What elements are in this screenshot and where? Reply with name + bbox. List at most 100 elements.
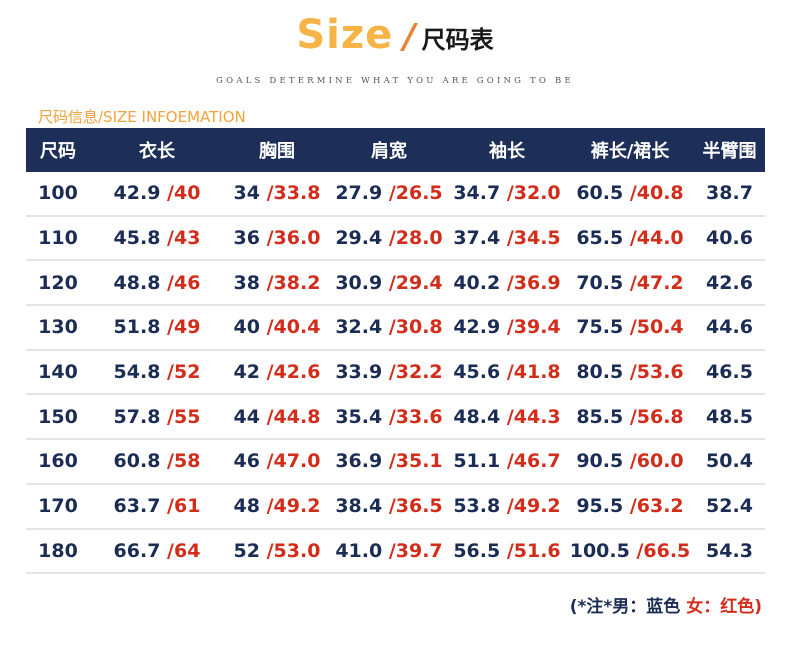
measure-cell: 34 /33.8 — [224, 182, 330, 204]
male-value: 34 — [233, 182, 260, 205]
male-value: 56.5 — [453, 539, 501, 562]
male-value: 70.5 — [576, 271, 624, 294]
male-value: 41.0 — [335, 539, 383, 562]
size-cell: 120 — [38, 271, 78, 294]
male-value: 60.5 — [576, 182, 624, 205]
section-label: 尺码信息/SIZE INFOEMATION — [38, 108, 246, 126]
male-value: 80.5 — [576, 361, 624, 384]
female-value: /52 — [160, 361, 201, 384]
male-value: 36 — [233, 227, 260, 250]
table-row: 130 51.8 /49 40 /40.4 32.4 /30.8 42.9 /39.4 7… — [26, 306, 765, 351]
size-cell: 170 — [38, 495, 78, 518]
size-cell: 160 — [38, 450, 78, 473]
male-value: 90.5 — [576, 450, 624, 473]
measure-cell: 54.8 /52 — [90, 361, 224, 383]
tagline: GOALS DETERMINE WHAT YOU ARE GOING TO BE — [216, 76, 574, 86]
female-value: /39.4 — [500, 316, 561, 339]
measure-cell: 51.1 /46.7 — [448, 450, 566, 472]
measure-cell: 40 /40.4 — [224, 316, 330, 338]
size-cell: 140 — [38, 361, 78, 384]
male-value: 30.9 — [335, 271, 383, 294]
female-value: /46 — [160, 271, 201, 294]
measure-cell: 51.8 /49 — [90, 316, 224, 338]
measure-cell: 75.5 /50.4 — [566, 316, 694, 338]
female-value: /33.6 — [382, 405, 443, 428]
measure-cell: 95.5 /63.2 — [566, 495, 694, 517]
measure-cell: 53.8 /49.2 — [448, 495, 566, 517]
table-row: 180 66.7 /64 52 /53.0 41.0 /39.7 56.5 /51.6 1… — [26, 530, 765, 575]
female-value: /51.6 — [500, 539, 561, 562]
female-value: /55 — [160, 405, 201, 428]
measure-cell: 27.9 /26.5 — [330, 182, 448, 204]
size-cell: 110 — [38, 227, 78, 250]
female-value: /50.4 — [623, 316, 684, 339]
half-arm-cell: 40.6 — [706, 227, 753, 250]
male-value: 38.4 — [335, 495, 383, 518]
female-value: /61 — [160, 495, 201, 518]
measure-cell: 60.8 /58 — [90, 450, 224, 472]
size-cell: 130 — [38, 316, 78, 339]
female-value: /35.1 — [382, 450, 443, 473]
female-value: /32.0 — [500, 182, 561, 205]
male-value: 57.8 — [113, 405, 161, 428]
header-pants-skirt: 裤长/裙长 — [590, 141, 670, 162]
female-value: /47.2 — [623, 271, 684, 294]
measure-cell: 36 /36.0 — [224, 227, 330, 249]
measure-cell: 85.5 /56.8 — [566, 406, 694, 428]
measure-cell: 34.7 /32.0 — [448, 182, 566, 204]
header-sleeve: 袖长 — [489, 141, 525, 162]
female-value: /56.8 — [623, 405, 684, 428]
male-value: 100.5 — [569, 539, 630, 562]
measure-cell: 38 /38.2 — [224, 272, 330, 294]
measure-cell: 37.4 /34.5 — [448, 227, 566, 249]
measure-cell: 41.0 /39.7 — [330, 540, 448, 562]
measure-cell: 65.5 /44.0 — [566, 227, 694, 249]
male-value: 53.8 — [453, 495, 501, 518]
female-value: /40.8 — [623, 182, 684, 205]
male-value: 40 — [233, 316, 260, 339]
measure-cell: 36.9 /35.1 — [330, 450, 448, 472]
measure-cell: 66.7 /64 — [90, 540, 224, 562]
male-value: 37.4 — [453, 227, 501, 250]
male-value: 45.8 — [113, 227, 161, 250]
female-value: /38.2 — [260, 271, 321, 294]
male-value: 34.7 — [453, 182, 501, 205]
half-arm-cell: 54.3 — [706, 539, 753, 562]
male-value: 66.7 — [113, 539, 161, 562]
table-row: 170 63.7 /61 48 /49.2 38.4 /36.5 53.8 /49.2 9… — [26, 485, 765, 530]
table-row: 160 60.8 /58 46 /47.0 36.9 /35.1 51.1 /46.7 9… — [26, 440, 765, 485]
female-note: 女：红色) — [686, 597, 762, 617]
male-value: 33.9 — [335, 361, 383, 384]
female-value: /43 — [160, 227, 201, 250]
half-arm-cell: 38.7 — [706, 182, 753, 205]
half-arm-cell: 42.6 — [706, 271, 753, 294]
female-value: /49.2 — [500, 495, 561, 518]
female-value: /34.5 — [500, 227, 561, 250]
female-value: /29.4 — [382, 271, 443, 294]
measure-cell: 48 /49.2 — [224, 495, 330, 517]
measure-cell: 90.5 /60.0 — [566, 450, 694, 472]
male-value: 48 — [233, 495, 260, 518]
table-row: 150 57.8 /55 44 /44.8 35.4 /33.6 48.4 /44.3 8… — [26, 395, 765, 441]
male-value: 75.5 — [576, 316, 624, 339]
male-value: 63.7 — [113, 495, 161, 518]
female-value: /30.8 — [382, 316, 443, 339]
male-value: 48.8 — [113, 271, 161, 294]
table-row: 100 42.9 /40 34 /33.8 27.9 /26.5 34.7 /32.0 6… — [26, 172, 765, 217]
male-value: 85.5 — [576, 405, 624, 428]
measure-cell: 45.6 /41.8 — [448, 361, 566, 383]
male-value: 27.9 — [335, 182, 383, 205]
half-arm-cell: 46.5 — [706, 361, 753, 384]
female-value: /40 — [160, 182, 201, 205]
measure-cell: 35.4 /33.6 — [330, 406, 448, 428]
header-chest: 胸围 — [259, 141, 295, 162]
table-row: 140 54.8 /52 42 /42.6 33.9 /32.2 45.6 /41.8 8… — [26, 351, 765, 396]
female-value: /49.2 — [260, 495, 321, 518]
female-value: /64 — [160, 539, 201, 562]
female-value: /49 — [160, 316, 201, 339]
size-cell: 100 — [38, 182, 78, 205]
male-value: 51.1 — [453, 450, 501, 473]
male-value: 60.8 — [113, 450, 161, 473]
male-value: 42.9 — [453, 316, 501, 339]
measure-cell: 60.5 /40.8 — [566, 182, 694, 204]
